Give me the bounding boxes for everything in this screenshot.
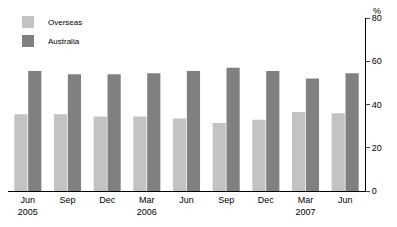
svg-text:40: 40 (372, 100, 382, 110)
svg-text:Mar2006: Mar2006 (137, 195, 157, 217)
svg-text:0: 0 (372, 186, 377, 196)
svg-text:Sep: Sep (59, 195, 75, 205)
svg-text:80: 80 (372, 13, 382, 23)
svg-text:Jun2005: Jun2005 (18, 195, 38, 217)
svg-text:60: 60 (372, 56, 382, 66)
svg-text:%: % (373, 6, 381, 16)
svg-text:Overseas: Overseas (48, 18, 82, 27)
svg-text:Mar2007: Mar2007 (295, 195, 315, 217)
svg-text:Jun: Jun (179, 195, 194, 205)
svg-text:Dec: Dec (99, 195, 116, 205)
svg-text:Jun: Jun (338, 195, 353, 205)
svg-text:20: 20 (372, 143, 382, 153)
svg-text:Dec: Dec (258, 195, 275, 205)
svg-text:Australia: Australia (48, 37, 80, 46)
svg-text:Sep: Sep (218, 195, 234, 205)
